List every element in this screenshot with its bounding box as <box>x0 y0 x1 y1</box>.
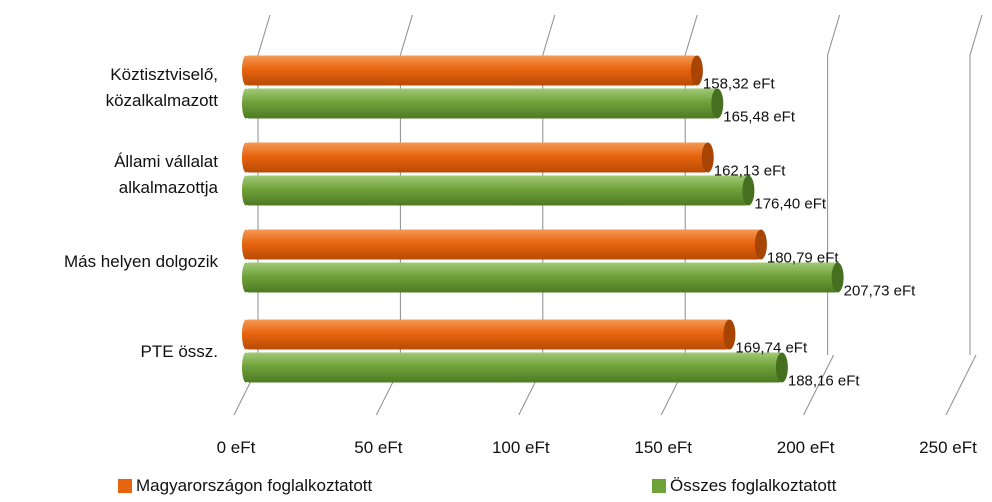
bar-end-cap <box>711 88 724 119</box>
gridline-foot <box>803 354 835 416</box>
data-label: 180,79 eFt <box>767 250 840 267</box>
bar-start-cap <box>242 175 250 206</box>
x-tick-label: 50 eFt <box>354 438 402 457</box>
category-label: alkalmazottja <box>119 178 219 197</box>
data-label: 176,40 eFt <box>754 196 827 213</box>
bar-end-cap <box>701 142 714 173</box>
legend-swatch-green <box>652 479 666 493</box>
data-label: 165,48 eFt <box>723 109 796 126</box>
bar-chart: 0 eFt 50 eFt 100 eFt 150 eFt 200 eFt 250 eFt 1… <box>64 14 983 457</box>
legend-item-osszes: Összes foglalkoztatott <box>652 476 836 496</box>
gridline-head <box>969 14 983 56</box>
x-tick-label: 100 eFt <box>492 438 550 457</box>
bar-start-cap <box>242 88 250 119</box>
gridline-head <box>257 14 271 56</box>
gridline-head <box>542 14 556 56</box>
bar-end-cap <box>690 55 703 86</box>
bar-start-cap <box>242 262 250 293</box>
category-label: Köztisztviselő, <box>110 65 218 84</box>
bar <box>246 262 838 293</box>
x-tick-label: 150 eFt <box>634 438 692 457</box>
data-label: 188,16 eFt <box>788 373 861 390</box>
x-tick-label: 250 eFt <box>919 438 977 457</box>
bar <box>246 88 718 119</box>
x-tick-label: 200 eFt <box>777 438 835 457</box>
bar-end-cap <box>775 352 788 383</box>
gridline-head <box>684 14 698 56</box>
bar-start-cap <box>242 319 250 350</box>
gridline-foot <box>945 354 977 416</box>
legend: Magyarországon foglalkoztatott Összes fo… <box>0 474 992 502</box>
data-label: 207,73 eFt <box>844 283 917 300</box>
bar-start-cap <box>242 142 250 173</box>
category-label: közalkalmazott <box>106 91 219 110</box>
x-tick-label: 0 eFt <box>217 438 256 457</box>
gridline-head <box>399 14 413 56</box>
bar <box>246 352 782 383</box>
bar <box>246 55 697 86</box>
legend-label: Összes foglalkoztatott <box>670 476 837 495</box>
bar-end-cap <box>754 229 767 260</box>
data-label: 158,32 eFt <box>703 76 776 93</box>
data-label: 169,74 eFt <box>735 340 808 357</box>
bar-start-cap <box>242 55 250 86</box>
legend-swatch-orange <box>118 479 132 493</box>
data-label: 162,13 eFt <box>714 163 787 180</box>
legend-label: Magyarországon foglalkoztatott <box>136 476 373 495</box>
category-label: Állami vállalat <box>114 152 218 171</box>
bar-end-cap <box>723 319 736 350</box>
bar-end-cap <box>831 262 844 293</box>
gridline-head <box>827 14 841 56</box>
bar <box>246 175 749 206</box>
bar <box>246 229 761 260</box>
bar-start-cap <box>242 229 250 260</box>
category-label: Más helyen dolgozik <box>64 252 219 271</box>
bar-end-cap <box>742 175 755 206</box>
legend-item-magyarorszagon: Magyarországon foglalkoztatott <box>118 476 372 496</box>
bar <box>246 319 730 350</box>
bar <box>246 142 708 173</box>
category-label: PTE össz. <box>141 342 218 361</box>
bar-start-cap <box>242 352 250 383</box>
